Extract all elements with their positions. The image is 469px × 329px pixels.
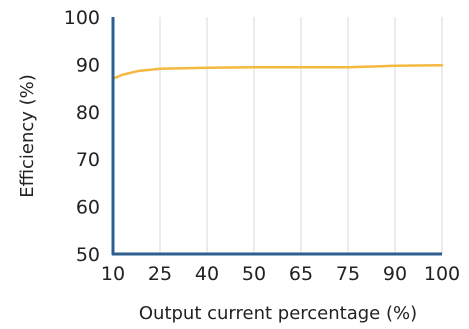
y-axis-title: Efficiency (%)	[17, 74, 38, 198]
x-axis-title: Output current percentage (%)	[139, 303, 417, 324]
x-tick-label: 100	[424, 263, 460, 285]
x-tick-label: 10	[101, 263, 125, 285]
efficiency-series-line	[111, 64, 444, 80]
series-layer	[111, 64, 444, 80]
y-tick-label: 70	[76, 149, 100, 171]
tick-labels: 10 25 40 50 65 75 90 100 50 60 70 80 90 100	[64, 7, 460, 285]
axes	[111, 17, 442, 256]
x-tick-label: 50	[242, 263, 266, 285]
x-tick-label: 75	[336, 263, 360, 285]
grid-lines	[159, 17, 443, 254]
y-tick-label: 100	[64, 7, 100, 29]
y-tick-label: 50	[76, 244, 100, 266]
x-tick-label: 65	[289, 263, 313, 285]
x-tick-label: 90	[383, 263, 407, 285]
y-tick-label: 80	[76, 102, 100, 124]
y-tick-label: 60	[76, 197, 100, 219]
x-tick-label: 25	[148, 263, 172, 285]
y-tick-label: 90	[76, 54, 100, 76]
x-tick-label: 40	[195, 263, 219, 285]
